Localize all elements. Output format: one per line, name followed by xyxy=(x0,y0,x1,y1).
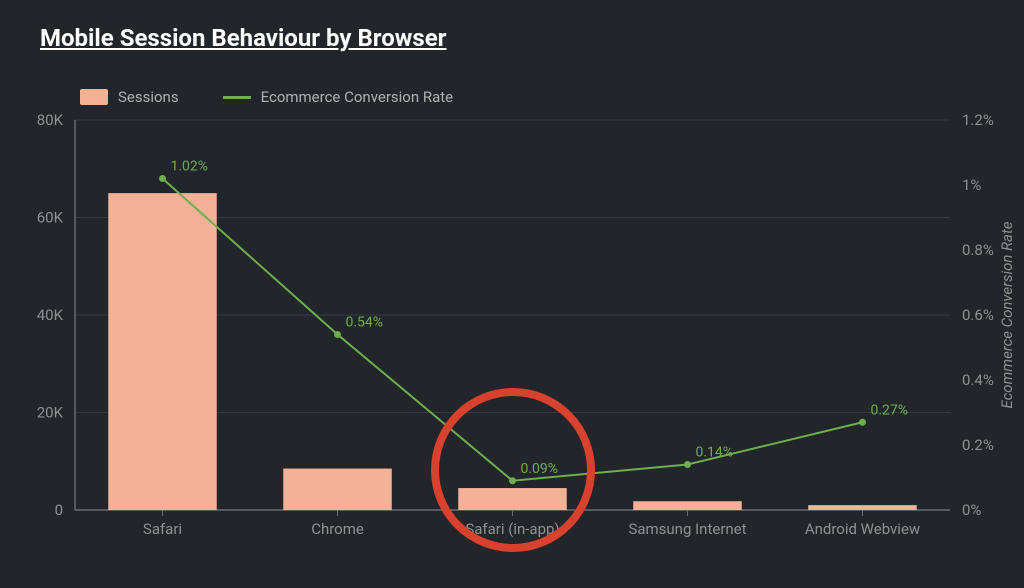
point-label: 0.54% xyxy=(346,315,384,331)
x-label: Safari xyxy=(143,520,182,538)
chart-title: Mobile Session Behaviour by Browser xyxy=(40,24,446,52)
line-marker xyxy=(159,175,166,182)
svg-text:60K: 60K xyxy=(37,209,64,227)
svg-text:0.2%: 0.2% xyxy=(962,436,994,454)
point-label: 0.27% xyxy=(871,402,909,418)
bar-android-webview xyxy=(808,505,917,510)
point-label: 0.14% xyxy=(696,445,734,461)
svg-text:0.6%: 0.6% xyxy=(962,306,994,324)
svg-text:20K: 20K xyxy=(37,404,64,422)
svg-text:0%: 0% xyxy=(962,501,981,519)
legend-swatch-conversion xyxy=(223,96,251,99)
legend-swatch-sessions xyxy=(80,89,108,105)
legend-label-sessions: Sessions xyxy=(118,88,179,106)
line-marker xyxy=(859,419,866,426)
line-marker xyxy=(684,461,691,468)
bar-chrome xyxy=(283,469,392,510)
line-marker xyxy=(334,331,341,338)
bar-safari xyxy=(108,193,217,510)
x-label: Samsung Internet xyxy=(628,520,746,538)
bar-samsung-internet xyxy=(633,501,742,510)
x-label: Chrome xyxy=(311,520,364,538)
svg-text:40K: 40K xyxy=(37,306,64,324)
svg-text:0.8%: 0.8% xyxy=(962,241,994,259)
chart-legend: Sessions Ecommerce Conversion Rate xyxy=(80,88,453,106)
highlight-circle xyxy=(431,388,595,552)
svg-text:0.4%: 0.4% xyxy=(962,371,994,389)
svg-text:80K: 80K xyxy=(37,111,64,129)
right-axis-title: Ecommerce Conversion Rate xyxy=(998,221,1016,408)
point-label: 1.02% xyxy=(171,159,209,175)
svg-text:1%: 1% xyxy=(962,176,981,194)
svg-text:0: 0 xyxy=(55,501,63,519)
svg-text:1.2%: 1.2% xyxy=(962,111,994,129)
x-label: Android Webview xyxy=(805,520,920,538)
legend-label-conversion: Ecommerce Conversion Rate xyxy=(261,88,454,106)
